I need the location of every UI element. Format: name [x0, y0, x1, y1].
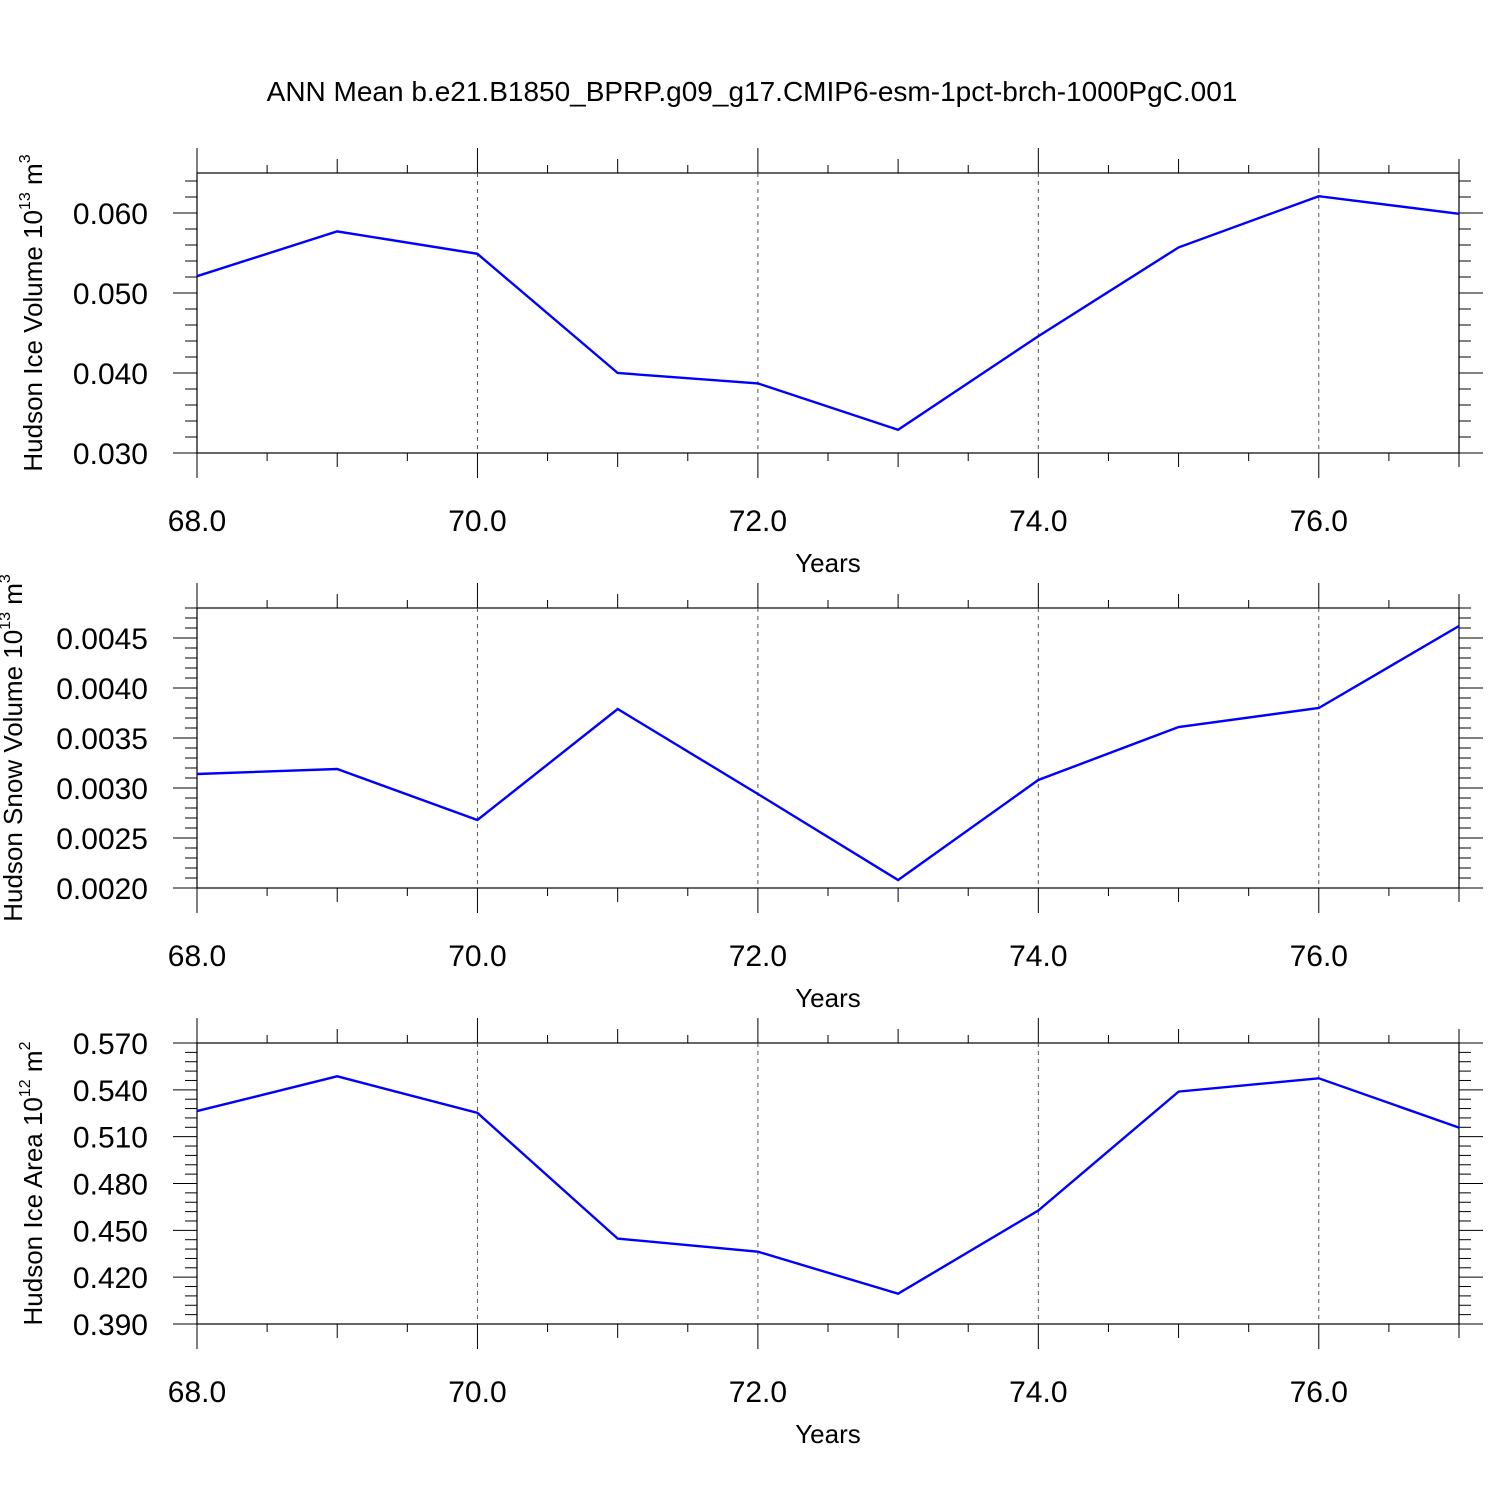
y-axis-title: Hudson Ice Area 1012 m2	[17, 1041, 48, 1325]
x-tick-label: 74.0	[1009, 940, 1067, 973]
panel-2: 68.0 70.0 72.0 74.0 76.0 Years 0.0020 0.0025 0.0…	[0, 574, 1483, 1013]
series-line	[196, 624, 1460, 882]
plot-frame	[196, 607, 1460, 889]
y-tick-label: 0.040	[73, 358, 148, 391]
x-tick-label: 72.0	[729, 505, 787, 538]
x-tick-label: 76.0	[1290, 940, 1348, 973]
y-tick-label: 0.0025	[56, 823, 148, 856]
y-tick-label: 0.0040	[56, 673, 148, 706]
y-tick-label: 0.030	[73, 438, 148, 471]
x-tick-label: 74.0	[1009, 1376, 1067, 1409]
x-axis-title: Years	[795, 983, 861, 1013]
x-tick-label: 72.0	[729, 940, 787, 973]
series-line	[196, 194, 1460, 432]
plot-frame	[196, 1042, 1460, 1325]
y-tick-label: 0.510	[73, 1122, 148, 1155]
panels: 68.0 70.0 72.0 74.0 76.0 Years 0.030 0.040 0.050…	[0, 148, 1483, 1449]
x-tick-label: 72.0	[729, 1376, 787, 1409]
y-tick-label: 0.390	[73, 1309, 148, 1342]
y-tick-label: 0.060	[73, 198, 148, 231]
x-tick-label: 76.0	[1290, 1376, 1348, 1409]
y-axis-title: Hudson Snow Volume 1013 m3	[0, 574, 28, 922]
x-tick-label: 74.0	[1009, 505, 1067, 538]
y-axis-title: Hudson Ice Volume 1013 m3	[17, 154, 48, 471]
y-tick-label: 0.0035	[56, 723, 148, 756]
x-axis-title: Years	[795, 1419, 861, 1449]
panel-1: 68.0 70.0 72.0 74.0 76.0 Years 0.030 0.040 0.050…	[17, 148, 1483, 578]
chart-title: ANN Mean b.e21.B1850_BPRP.g09_g17.CMIP6-…	[267, 76, 1238, 107]
x-tick-label: 68.0	[168, 940, 226, 973]
x-tick-label: 70.0	[448, 1376, 506, 1409]
x-tick-label: 70.0	[448, 505, 506, 538]
x-tick-label: 76.0	[1290, 505, 1348, 538]
panel-3: 68.0 70.0 72.0 74.0 76.0 Years 0.390 0.420 0.450…	[17, 1018, 1483, 1449]
x-tick-label: 68.0	[168, 505, 226, 538]
y-tick-label: 0.570	[73, 1028, 148, 1061]
x-axis-title: Years	[795, 548, 861, 578]
y-tick-label: 0.540	[73, 1075, 148, 1108]
y-tick-label: 0.0045	[56, 623, 148, 656]
y-tick-label: 0.480	[73, 1169, 148, 1202]
x-tick-label: 68.0	[168, 1376, 226, 1409]
x-tick-label: 70.0	[448, 940, 506, 973]
y-tick-label: 0.0030	[56, 773, 148, 806]
y-tick-label: 0.0020	[56, 873, 148, 906]
series-line	[196, 1075, 1460, 1296]
y-tick-label: 0.420	[73, 1262, 148, 1295]
y-tick-label: 0.450	[73, 1215, 148, 1248]
y-tick-label: 0.050	[73, 278, 148, 311]
